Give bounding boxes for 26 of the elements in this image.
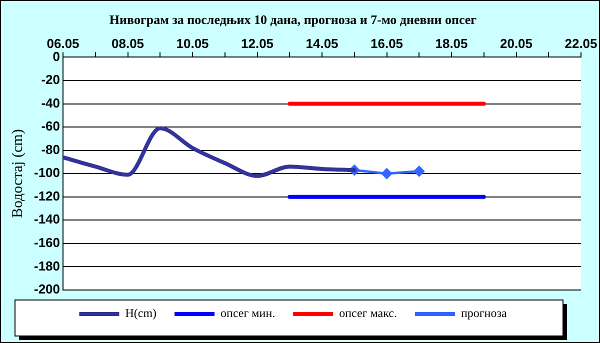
y-axis-title: Водостај (cm) (10, 129, 26, 218)
x-tick-label: 12.05 (240, 36, 274, 51)
x-tick-label: 20.05 (500, 36, 533, 51)
x-tick-label: 08.05 (111, 36, 144, 51)
y-tick-label: -20 (41, 72, 60, 88)
y-tick-label: 0 (52, 48, 60, 64)
legend-label: опсег макс. (339, 306, 397, 320)
y-tick-label: -140 (34, 212, 60, 227)
x-tick-label: 06.05 (46, 36, 80, 51)
x-tick-label: 14.05 (306, 36, 338, 51)
legend-label: H(cm) (125, 306, 157, 320)
x-tick-label: 18.05 (435, 36, 468, 51)
y-tick-label: -80 (41, 142, 60, 157)
chart-title: Нивограм за последњих 10 дана, прогноза и 7-мо дневни опсег (109, 12, 477, 28)
legend-label: опсег мин. (220, 306, 276, 320)
y-tick-label: -40 (41, 95, 60, 110)
y-tick-label: -200 (34, 282, 60, 297)
y-tick-label: -60 (41, 118, 60, 134)
y-tick-label: -120 (34, 188, 60, 204)
y-tick-label: -180 (34, 258, 60, 274)
x-tick-label: 10.05 (176, 36, 209, 51)
y-tick-label: -160 (34, 235, 60, 250)
x-tick-label: 16.05 (370, 36, 404, 51)
y-tick-label: -100 (34, 165, 60, 180)
x-tick-label: 22.05 (564, 36, 598, 51)
legend-label: прогноза (460, 306, 508, 320)
